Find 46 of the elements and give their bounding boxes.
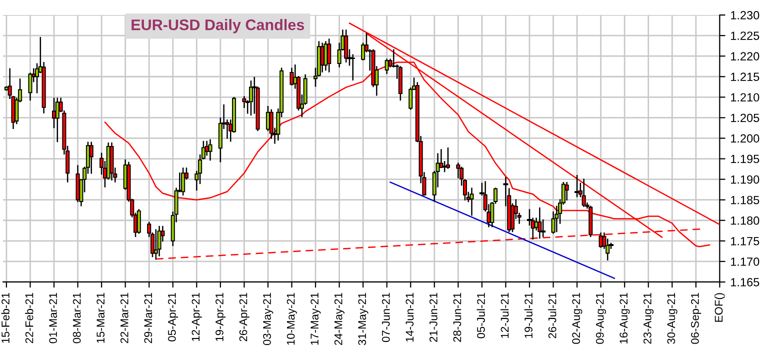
x-tick-label: 17-May-21 [310,292,321,345]
x-tick-label: 15-Mar-21 [96,292,105,343]
x-tick-label: 14-Jun-21 [406,292,414,342]
y-tick-label: 1.215 [731,72,760,82]
y-tick-label: 1.195 [731,154,760,164]
x-tick-label: 29-Mar-21 [144,292,152,344]
y-tick-label: 1.175 [731,237,760,246]
x-tick-label: 24-May-21 [334,292,344,345]
y-tick-label: 1.170 [731,257,760,266]
x-tick-label: 21-Jun-21 [430,292,438,342]
y-tick-label: 1.165 [731,278,760,286]
x-tick-label: 31-May-21 [358,292,368,346]
x-tick-label: 05-Jul-21 [476,292,485,338]
y-tick-label: 1.190 [731,175,760,184]
y-tick-label: 1.225 [731,32,760,40]
x-tick-label: 05-Apr-21 [168,292,178,342]
x-tick-label: 22-Feb-21 [25,292,34,344]
x-tick-label: 19-Apr-21 [216,292,226,341]
x-tick-label: 09-Aug-21 [596,292,606,344]
x-tick-label: 08-Mar-21 [72,292,81,344]
x-tick-label: 28-Jun-21 [453,292,462,342]
x-tick-label: 10-May-21 [286,292,297,345]
x-tick-label: 26-Apr-21 [239,292,250,342]
x-tick-label: 02-Aug-21 [572,292,582,344]
y-tick-label: 1.180 [731,216,760,225]
x-tick-label: 03-May-21 [263,292,274,346]
x-tick-label: 15-Feb-21 [1,292,10,343]
y-tick-label: 1.210 [731,93,760,102]
y-tick-label: 1.220 [731,52,760,60]
x-tick-label: 26-Jul-21 [548,292,556,338]
y-tick-label: 1.230 [731,11,760,20]
x-tick-label: 30-Aug-21 [667,292,678,344]
x-tick-label: 16-Aug-21 [620,292,630,344]
x-tick-label: 22-Mar-21 [120,292,128,344]
x-tick-label: EOF() [714,293,725,322]
x-tick-label: 19-Jul-21 [524,292,532,338]
x-tick-label: 12-Jul-21 [500,292,509,338]
x-tick-label: 12-Apr-21 [192,292,202,341]
x-tick-label: 07-Jun-21 [382,292,390,342]
x-tick-label: 06-Sep-21 [691,292,702,344]
x-tick-label: 23-Aug-21 [643,292,654,344]
y-tick-label: 1.205 [731,114,760,122]
chart-title: EUR-USD Daily Candles [132,19,304,34]
y-tick-label: 1.185 [731,196,760,204]
x-tick-label: 01-Mar-21 [49,292,57,344]
y-tick-label: 1.200 [731,134,760,143]
